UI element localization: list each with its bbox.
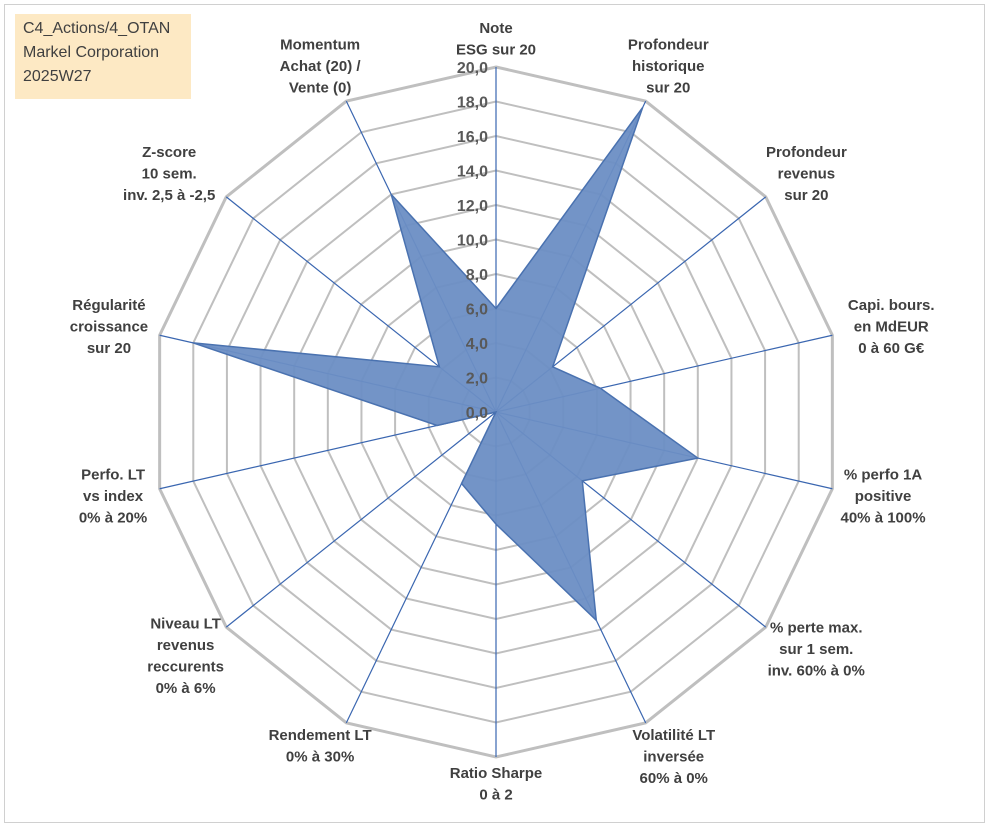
axis-label: Profondeur historique sur 20 — [628, 37, 709, 97]
tick-label: 18,0 — [457, 95, 488, 112]
radar-tick-labels: 0,0 2,0 4,0 6,0 8,0 10,0 12,0 14,0 16,0 18,0 20,0 — [457, 60, 488, 422]
tick-label: 0,0 — [466, 405, 488, 422]
axis-label: % perte max. sur 1 sem. inv. 60% à 0% — [768, 619, 865, 679]
info-box-company: Markel Corporation — [23, 44, 160, 61]
axis-label: Rendement LT 0% à 30% — [269, 727, 372, 766]
tick-label: 4,0 — [466, 336, 488, 353]
axis-label: Perfo. LT vs index 0% à 20% — [79, 467, 147, 527]
tick-label: 14,0 — [457, 164, 488, 181]
spoke-line — [225, 411, 497, 628]
axis-label: Volatilité LT inversée 60% à 0% — [632, 727, 715, 787]
tick-label: 10,0 — [457, 233, 488, 250]
radar-axis-labels: Note ESG sur 20 Profondeur historique sur 20… — [70, 20, 935, 804]
axis-label: Note ESG sur 20 — [456, 20, 536, 59]
info-box: C4_Actions/4_OTAN Markel Corporation 202… — [15, 14, 191, 99]
info-box-week: 2025W27 — [23, 68, 92, 85]
tick-label: 8,0 — [466, 267, 488, 284]
tick-label: 6,0 — [466, 302, 488, 319]
axis-label: Niveau LT revenus reccurents 0% à 6% — [147, 615, 224, 697]
axis-label: Régularité croissance sur 20 — [70, 297, 148, 357]
radar-series — [193, 106, 700, 623]
tick-label: 20,0 — [457, 60, 488, 77]
info-box-title: C4_Actions/4_OTAN — [23, 20, 171, 37]
tick-label: 2,0 — [466, 371, 488, 388]
tick-label: 12,0 — [457, 198, 488, 215]
tick-label: 16,0 — [457, 129, 488, 146]
axis-label: Z-score 10 sem. inv. 2,5 à -2,5 — [123, 144, 215, 204]
axis-label: Ratio Sharpe 0 à 2 — [450, 765, 543, 804]
axis-label: Momentum Achat (20) / Vente (0) — [280, 37, 362, 97]
axis-label: Profondeur revenus sur 20 — [766, 144, 847, 204]
axis-label: % perfo 1A positive 40% à 100% — [841, 467, 926, 527]
axis-label: Capi. bours. en MdEUR 0 à 60 G€ — [848, 297, 935, 357]
